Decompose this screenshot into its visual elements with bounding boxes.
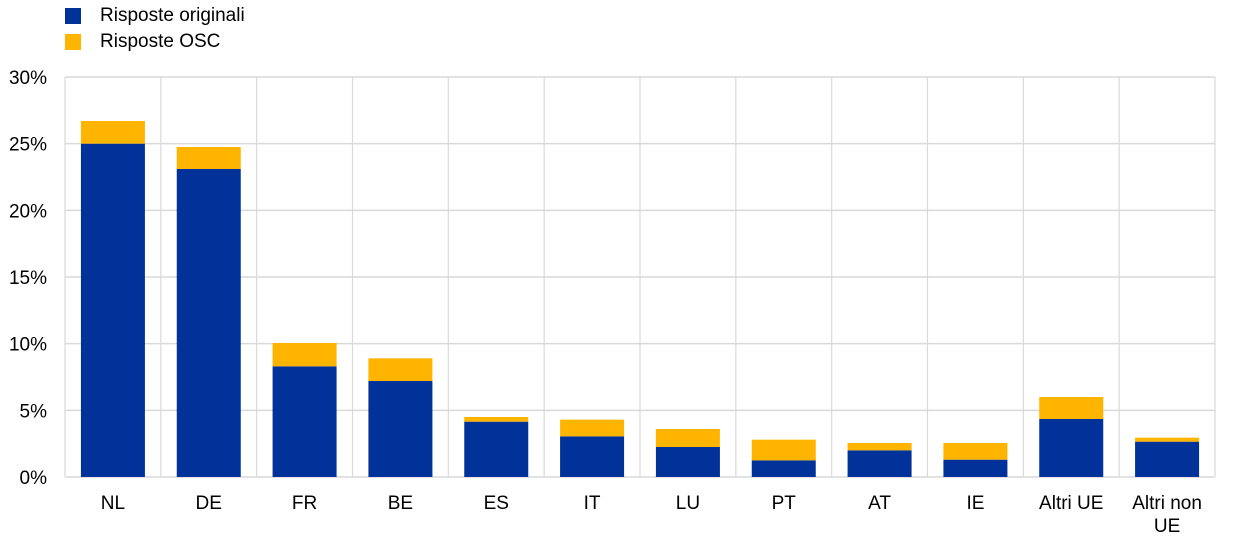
x-tick-label: Altri non [1132, 493, 1202, 514]
x-tick-label: UE [1154, 516, 1180, 537]
bar-original [751, 460, 816, 477]
bar-original [847, 450, 912, 477]
x-tick-label: LU [676, 493, 700, 514]
bar-original [464, 421, 529, 477]
bar-osc [1135, 437, 1200, 442]
legend-label: Risposte OSC [100, 31, 221, 52]
bar-osc [655, 429, 720, 447]
bar-original [176, 169, 241, 477]
legend-swatch [65, 34, 81, 50]
y-tick-label: 15% [9, 268, 47, 289]
bar-original [368, 381, 433, 477]
bar-osc [368, 358, 433, 381]
x-tick-label: Altri UE [1039, 493, 1103, 514]
bar-osc [80, 121, 145, 144]
bar-original [655, 447, 720, 477]
bar-osc [176, 147, 241, 169]
bar-osc [272, 343, 337, 367]
y-tick-label: 20% [9, 201, 47, 222]
x-tick-label: AT [868, 493, 891, 514]
x-tick-label: DE [196, 493, 222, 514]
bar-original [943, 459, 1008, 477]
bar-osc [464, 417, 529, 422]
legend-item-original: Risposte originali [65, 3, 245, 29]
legend-swatch [65, 8, 81, 24]
bar-osc [751, 439, 816, 461]
x-tick-label: IT [584, 493, 601, 514]
y-tick-label: 30% [9, 68, 47, 89]
bar-original [1135, 441, 1200, 477]
x-tick-label: NL [101, 493, 125, 514]
bar-original [80, 143, 145, 477]
y-tick-label: 10% [9, 335, 47, 356]
bar-osc [1039, 397, 1104, 419]
x-tick-label: FR [292, 493, 317, 514]
legend: Risposte originali Risposte OSC [65, 3, 245, 55]
y-tick-label: 0% [20, 468, 48, 489]
bar-original [1039, 419, 1104, 477]
bar-osc [560, 419, 625, 437]
bar-original [560, 436, 625, 477]
bar-osc [943, 443, 1008, 460]
y-tick-label: 25% [9, 135, 47, 156]
bar-osc [847, 443, 912, 451]
x-tick-label: BE [388, 493, 413, 514]
legend-item-osc: Risposte OSC [65, 29, 245, 55]
x-tick-label: IE [966, 493, 984, 514]
bar-original [272, 366, 337, 477]
legend-label: Risposte originali [100, 5, 245, 26]
x-tick-label: PT [772, 493, 797, 514]
y-tick-label: 5% [20, 401, 48, 422]
x-tick-label: ES [484, 493, 509, 514]
